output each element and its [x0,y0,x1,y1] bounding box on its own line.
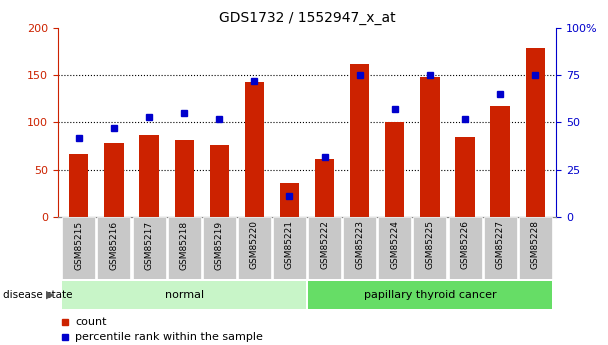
Bar [420,77,440,217]
Text: GSM85226: GSM85226 [460,220,469,269]
Bar [343,217,376,279]
Text: percentile rank within the sample: percentile rank within the sample [75,332,263,342]
Bar [63,217,95,279]
Text: GSM85222: GSM85222 [320,220,329,269]
Bar [413,217,446,279]
Bar [139,135,159,217]
Text: ▶: ▶ [46,290,54,300]
Bar [378,217,412,279]
Bar [315,158,334,217]
Text: GSM85224: GSM85224 [390,220,399,269]
Bar [273,217,306,279]
Bar [455,137,475,217]
Bar [280,183,299,217]
Text: GSM85223: GSM85223 [355,220,364,269]
Text: GSM85228: GSM85228 [531,220,540,269]
Text: GSM85219: GSM85219 [215,220,224,269]
Bar [525,48,545,217]
Bar [308,281,551,309]
Text: normal: normal [165,290,204,300]
Text: GSM85221: GSM85221 [285,220,294,269]
Bar [202,217,236,279]
Bar [168,217,201,279]
Text: count: count [75,317,107,327]
Bar [483,217,517,279]
Text: disease state: disease state [3,290,72,300]
Bar [63,281,306,309]
Title: GDS1732 / 1552947_x_at: GDS1732 / 1552947_x_at [219,11,395,25]
Bar [210,145,229,217]
Bar [308,217,341,279]
Text: GSM85217: GSM85217 [145,220,154,269]
Text: GSM85218: GSM85218 [179,220,188,269]
Bar [385,122,404,217]
Bar [97,217,131,279]
Text: GSM85220: GSM85220 [250,220,259,269]
Bar [350,63,370,217]
Bar [449,217,482,279]
Text: GSM85225: GSM85225 [426,220,435,269]
Bar [244,82,264,217]
Bar [105,143,123,217]
Text: GSM85227: GSM85227 [496,220,505,269]
Bar [491,106,510,217]
Bar [69,154,89,217]
Bar [133,217,165,279]
Bar [238,217,271,279]
Text: GSM85215: GSM85215 [74,220,83,269]
Bar [519,217,551,279]
Text: papillary thyroid cancer: papillary thyroid cancer [364,290,496,300]
Bar [174,139,194,217]
Text: GSM85216: GSM85216 [109,220,119,269]
